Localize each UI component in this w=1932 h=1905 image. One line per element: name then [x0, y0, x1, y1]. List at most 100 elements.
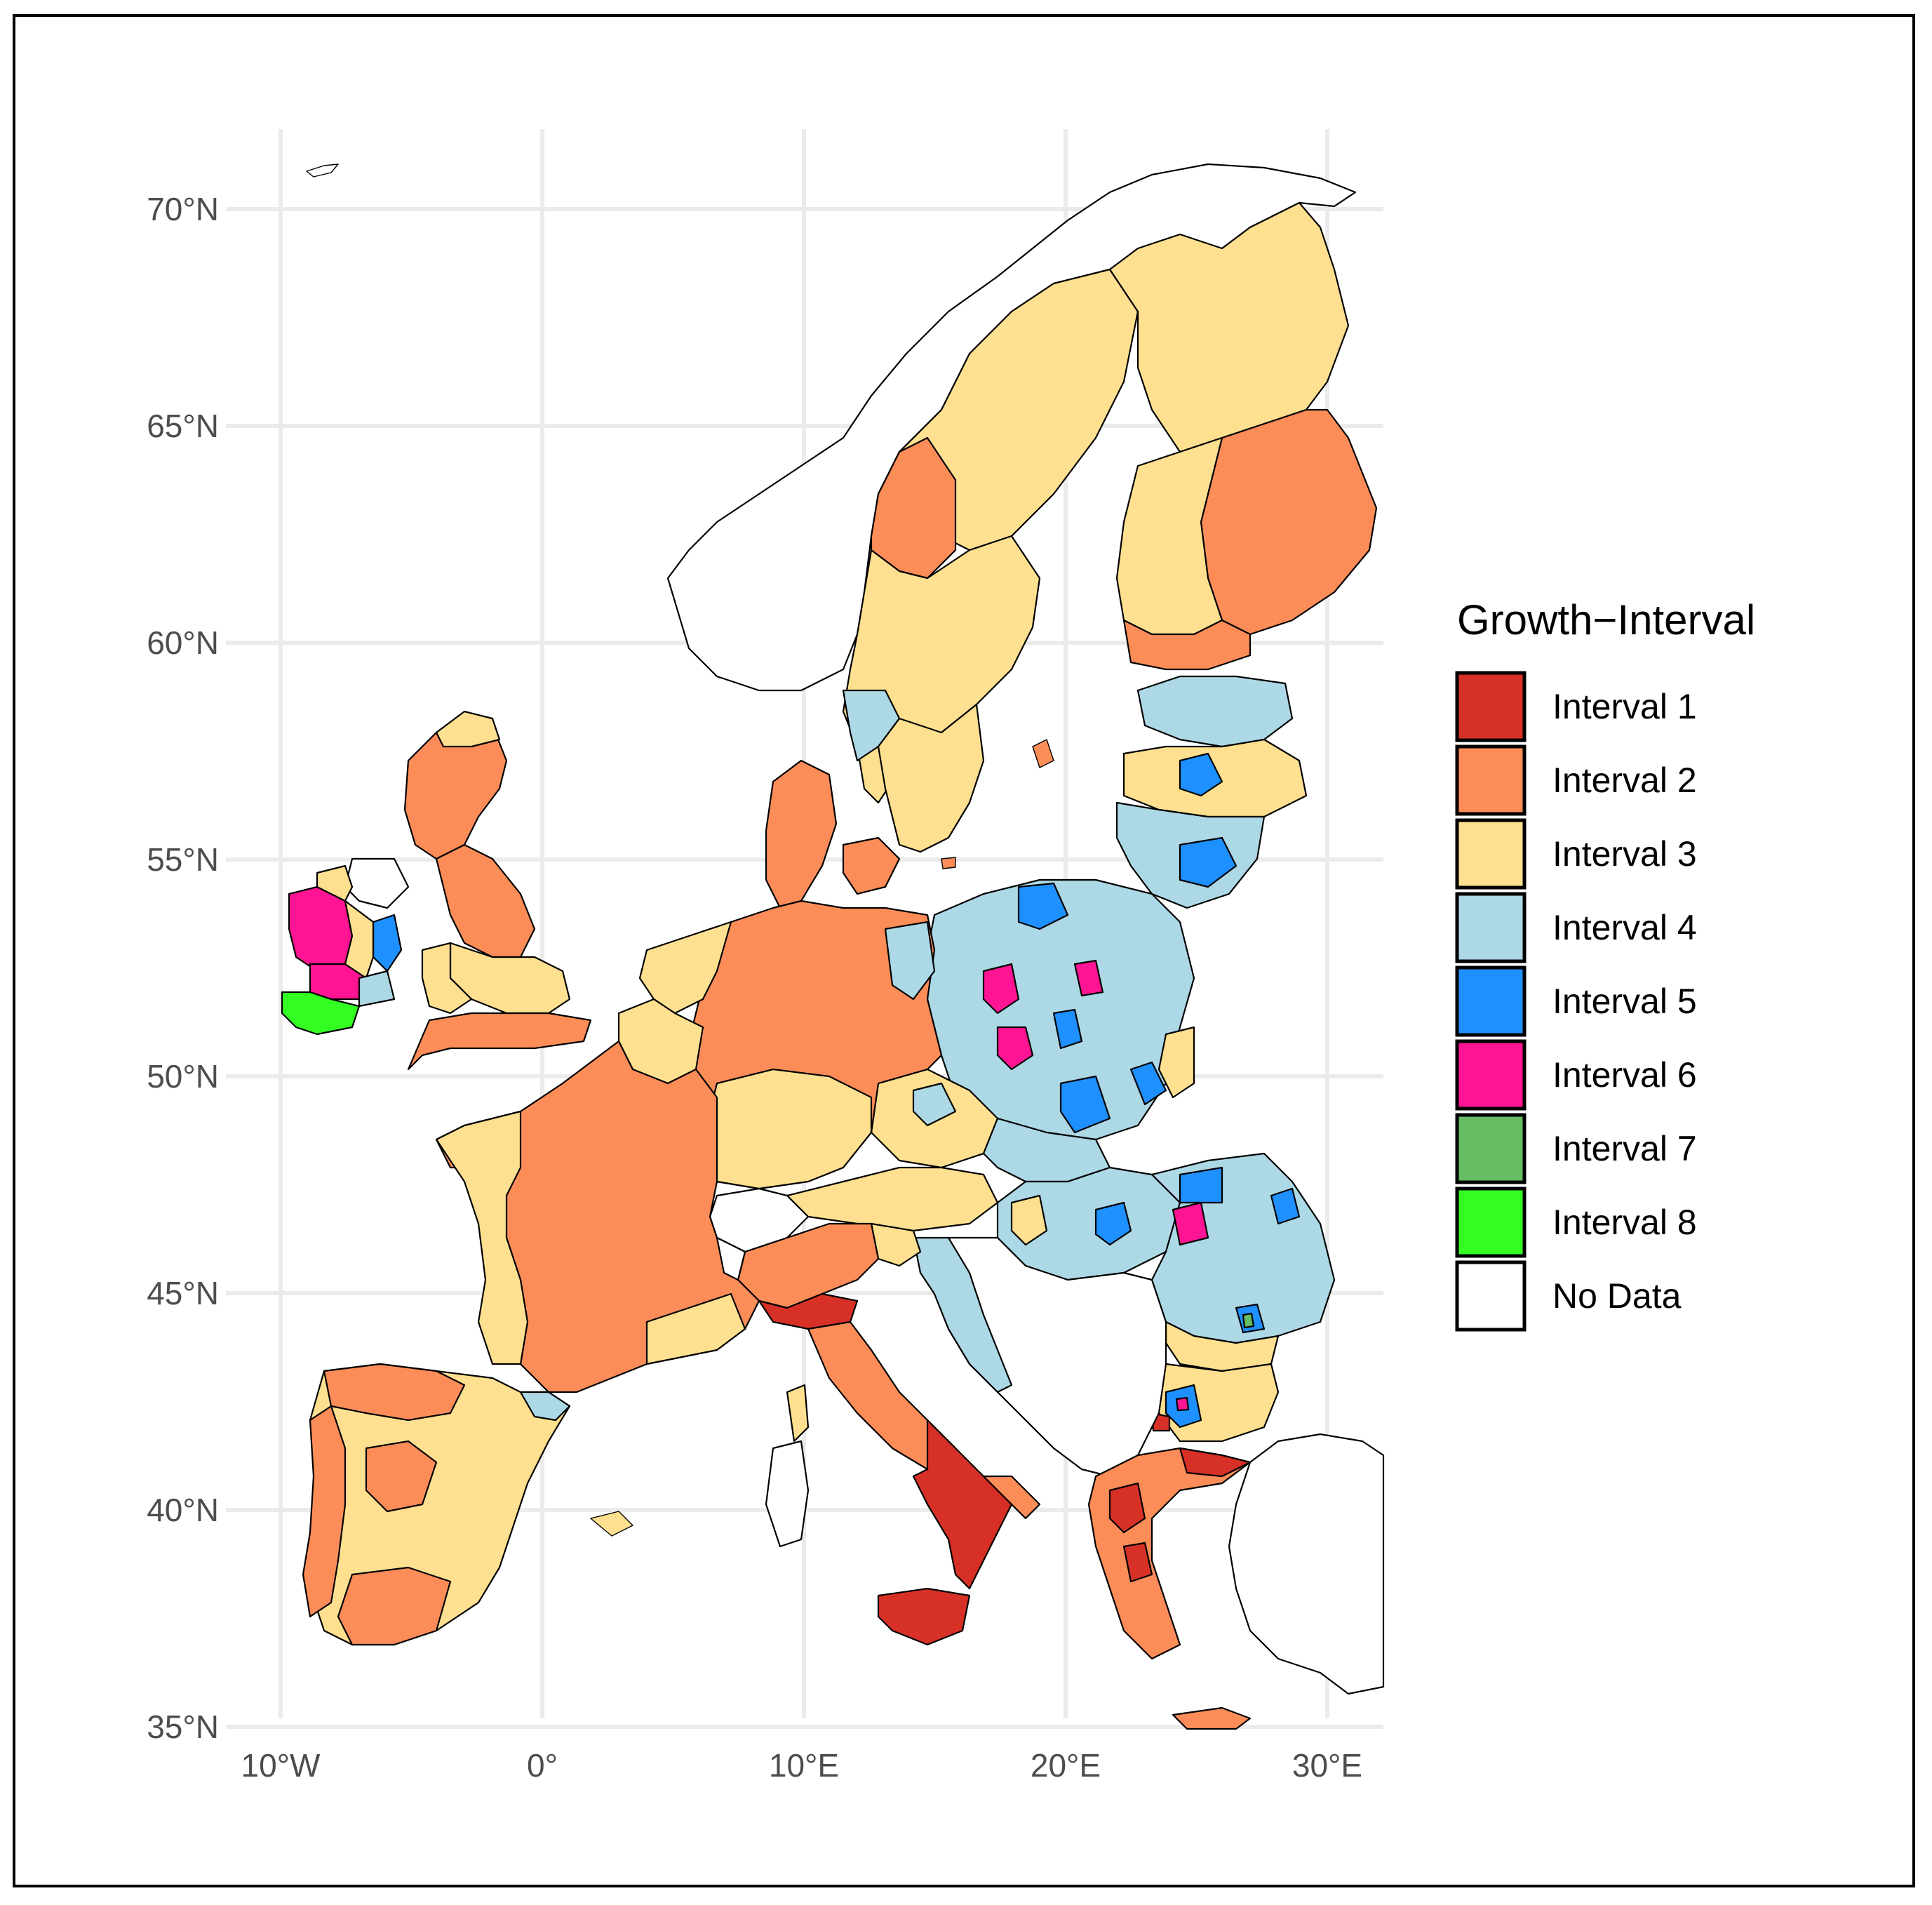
legend-swatch [1455, 671, 1527, 742]
legend-swatch [1455, 1260, 1527, 1332]
y-tick-label: 40°N [147, 1492, 219, 1528]
region-wales [421, 942, 473, 1015]
region-germany-south [702, 1068, 873, 1190]
region-turkey [1228, 1433, 1385, 1695]
region-greece-central [1122, 1542, 1153, 1583]
region-spain-castile [365, 1440, 438, 1513]
x-tick-label: 20°E [1031, 1747, 1101, 1784]
region-denmark [765, 759, 838, 909]
y-tick-label: 45°N [147, 1275, 219, 1311]
legend: Growth−Interval Interval 1 Interval 2 Inte… [1455, 596, 1755, 1332]
legend-swatch [1455, 818, 1527, 890]
region-spain-andalusia [337, 1566, 452, 1646]
region-finland-north [1108, 201, 1350, 453]
region-italy-apulia [982, 1475, 1041, 1520]
legend-swatch [1455, 1187, 1527, 1258]
region-czechia-prague [912, 1082, 957, 1127]
region-england-south [407, 1012, 592, 1071]
region-bornholm [941, 857, 956, 869]
region-ireland-north [316, 864, 354, 902]
region-bulgaria-sofia-city [1175, 1396, 1190, 1412]
region-faroe [306, 163, 339, 178]
region-ireland-dublin [372, 914, 403, 972]
region-spain-north [323, 1363, 466, 1422]
region-poland-poznan [982, 963, 1020, 1015]
region-poland-lublin [1129, 1061, 1167, 1106]
region-romania-iasi [1270, 1187, 1301, 1225]
legend-label: Interval 2 [1552, 761, 1697, 800]
region-poland-wroclaw [996, 1026, 1034, 1071]
region-france-west [435, 1110, 529, 1365]
y-tick-label: 65°N [147, 408, 219, 444]
region-croatia [912, 1236, 1013, 1393]
region-france-alps [716, 1236, 746, 1281]
region-romania-north [1179, 1166, 1223, 1204]
region-poland-warsaw [1073, 959, 1104, 997]
legend-label: Interval 8 [1552, 1203, 1697, 1242]
region-italy-po [758, 1292, 859, 1330]
region-ireland-southeast [358, 970, 396, 1008]
choropleth-map: 70°N 65°N 60°N 55°N 50°N 45°N 40°N 35°N … [147, 129, 1755, 1784]
region-sweden-west [870, 436, 957, 580]
region-greece-thrace [1179, 1447, 1252, 1478]
y-tick-label: 35°N [147, 1709, 219, 1745]
region-poland-lodz [1052, 1008, 1083, 1050]
x-tick-label: 10°E [769, 1747, 839, 1784]
legend-swatch [1455, 965, 1527, 1037]
region-poland-pomerania [1017, 882, 1069, 930]
region-poland-east [1158, 1026, 1195, 1099]
region-germany-east [884, 921, 936, 1001]
region-france-southeast [645, 1292, 746, 1365]
legend-label: Interval 6 [1552, 1055, 1697, 1095]
regions-layer [281, 163, 1385, 1730]
region-sardinia [765, 1440, 810, 1548]
region-scotland-north [435, 710, 501, 748]
region-romania-interval7 [1242, 1312, 1255, 1329]
region-crete [1172, 1706, 1252, 1730]
region-estonia [1136, 675, 1294, 748]
x-axis: 10°W 0° 10°E 20°E 30°E [241, 1747, 1363, 1784]
legend-label: Interval 3 [1552, 834, 1697, 874]
region-northern-ireland [344, 857, 410, 909]
legend-label: Interval 7 [1552, 1129, 1697, 1168]
legend-swatch [1455, 1113, 1527, 1184]
region-greece [1087, 1447, 1252, 1660]
region-greece-north [1108, 1482, 1146, 1534]
figure-frame: 70°N 65°N 60°N 55°N 50°N 45°N 40°N 35°N … [13, 14, 1915, 1887]
region-sweden-south [877, 703, 985, 853]
region-finland-south [1122, 619, 1252, 671]
legend-swatch [1455, 1039, 1527, 1111]
legend-title: Growth−Interval [1457, 596, 1755, 643]
region-poland-krakow [1059, 1075, 1111, 1134]
region-romania-cluj [1172, 1201, 1209, 1246]
legend-swatch [1455, 892, 1527, 963]
y-axis: 70°N 65°N 60°N 55°N 50°N 45°N 40°N 35°N [147, 191, 219, 1745]
legend-label: Interval 5 [1552, 982, 1697, 1021]
region-gotland [1032, 739, 1054, 768]
legend-label: Interval 4 [1552, 908, 1697, 947]
region-corsica [786, 1384, 810, 1443]
region-netherlands [638, 921, 732, 1015]
y-tick-label: 50°N [147, 1058, 219, 1095]
y-tick-label: 60°N [147, 624, 219, 661]
region-italy-south [912, 1419, 1013, 1590]
region-hungary-budapest [1094, 1201, 1132, 1246]
y-tick-label: 55°N [147, 841, 219, 878]
region-catalonia [519, 1391, 571, 1422]
region-hungary-west [1010, 1194, 1048, 1246]
region-finland-east [1200, 408, 1378, 636]
region-latvia-riga [1179, 752, 1223, 797]
x-tick-label: 10°W [241, 1747, 321, 1784]
x-tick-label: 0° [527, 1747, 558, 1784]
y-tick-label: 70°N [147, 191, 219, 227]
region-lithuania-vilnius [1179, 836, 1237, 888]
x-tick-label: 30°E [1292, 1747, 1362, 1784]
legend-swatch [1455, 744, 1527, 816]
region-portugal [302, 1405, 347, 1618]
region-denmark-islands [842, 836, 901, 895]
legend-label: No Data [1552, 1276, 1682, 1316]
region-sicily [877, 1587, 971, 1646]
region-ireland-south [281, 991, 361, 1036]
legend-label: Interval 1 [1552, 687, 1697, 726]
region-balearics [590, 1511, 633, 1537]
